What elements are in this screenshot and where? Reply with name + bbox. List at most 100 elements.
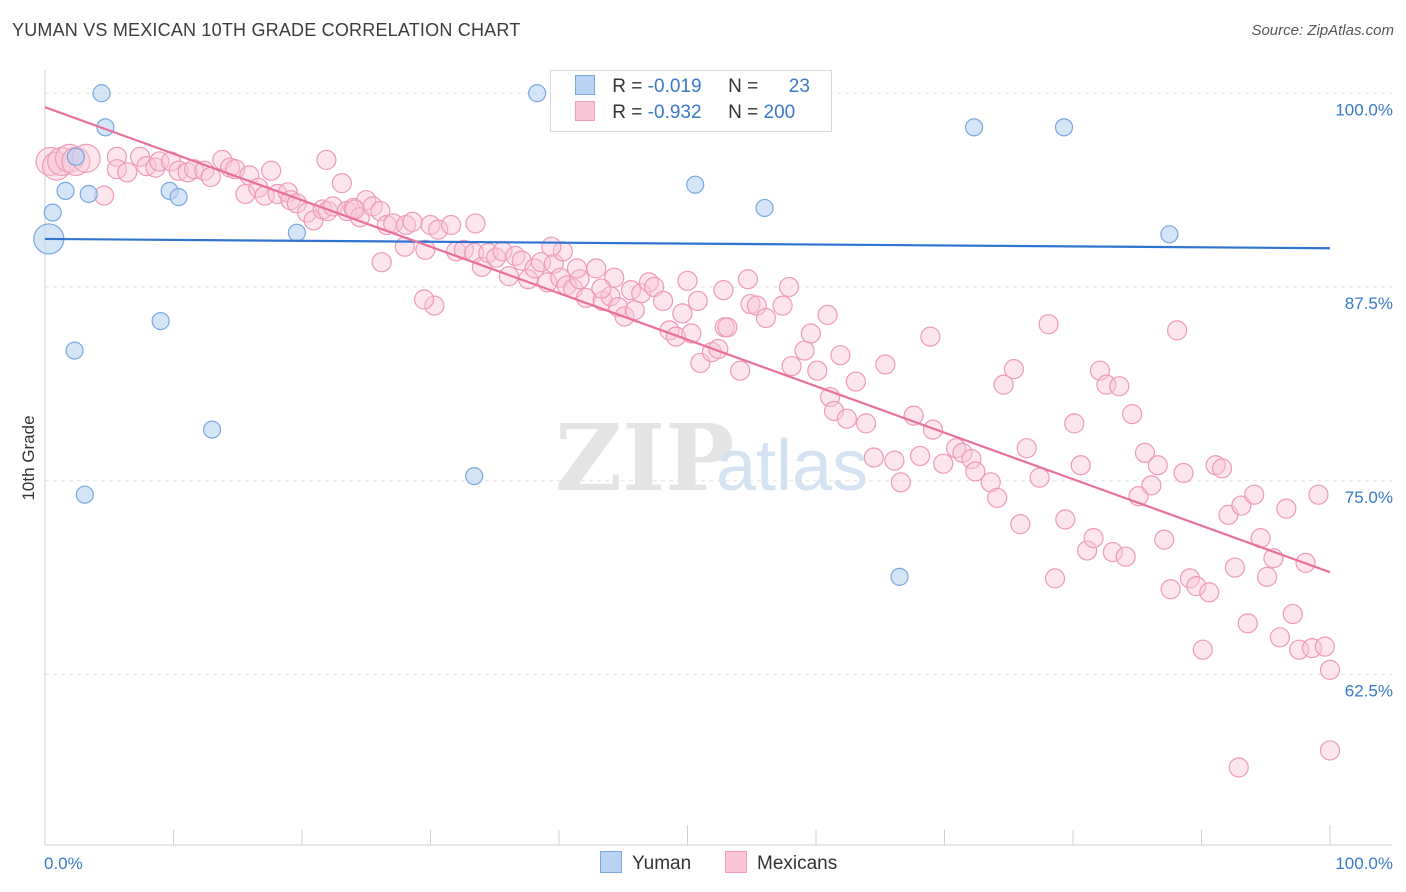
mexicans-point (965, 461, 986, 482)
mexicans-point (863, 447, 884, 468)
yuman-point (65, 341, 84, 360)
yuman-point (1054, 118, 1074, 137)
mexicans-point (856, 413, 877, 434)
mexicans-point (980, 472, 1001, 493)
x-tick-label: 0.0% (44, 854, 83, 873)
mexicans-point (672, 303, 693, 324)
mexicans-point (1308, 484, 1329, 505)
mexicans-point (823, 400, 845, 422)
mexicans-point (149, 151, 170, 172)
tick-labels: 100.0% 87.5% 75.0% 62.5% 0.0% 100.0% (44, 100, 1393, 873)
yuman-point (890, 567, 909, 586)
mexicans-point (1070, 455, 1091, 476)
mexicans-point (586, 258, 607, 279)
mexicans-point (875, 354, 896, 375)
mexicans-point (541, 236, 562, 257)
yuman-point (43, 203, 62, 222)
mexicans-point (1199, 582, 1220, 603)
n-label: N = (728, 76, 759, 97)
yuman-point (151, 312, 170, 331)
y-tick-label: 62.5% (1345, 682, 1393, 701)
yuman-point (56, 181, 75, 200)
mexicans-point (737, 269, 758, 290)
mexicans-point (1269, 627, 1290, 648)
yuman-point (964, 118, 984, 137)
mexicans-point (1319, 659, 1341, 680)
mexicans-point (624, 300, 645, 321)
mexicans-point (183, 159, 205, 180)
mexicans-point (316, 149, 337, 170)
mexicans-point (1115, 546, 1136, 567)
yuman-point (755, 198, 774, 218)
yuman-point (66, 147, 85, 166)
n-label: N = (728, 102, 759, 123)
mexicans-point (817, 304, 838, 325)
y-tick-label: 75.0% (1345, 488, 1393, 507)
r-value: -0.932 (647, 102, 702, 123)
mexicans-point (413, 289, 435, 310)
mexicans-points (35, 143, 1341, 778)
mexicans-point (1282, 603, 1303, 625)
mexicans-point (1224, 557, 1246, 578)
mexicans-point (830, 345, 851, 366)
yuman-point (528, 84, 547, 103)
mexicans-point (987, 487, 1008, 508)
mexicans-point (331, 173, 352, 194)
r-value: -0.019 (647, 76, 702, 97)
yuman-label: Yuman (632, 853, 692, 874)
mexicans-point (440, 214, 462, 236)
mexicans-point (1319, 740, 1341, 761)
y-axis-label: 10th Grade (19, 415, 38, 500)
legend-row-yuman: R = -0.019 N = 23 (575, 75, 810, 101)
mexicans-point (1147, 455, 1168, 476)
r-label: R = (612, 76, 643, 97)
yuman-point (465, 467, 484, 486)
mexicans-point (717, 317, 738, 338)
mexicans-point (575, 287, 597, 308)
mexicans-point (920, 326, 941, 347)
mexicans-point (371, 252, 392, 273)
mexicans-trend-line (44, 106, 1331, 574)
mexicans-point (1211, 458, 1233, 479)
mexicans-point (1244, 484, 1265, 505)
yuman-point (75, 485, 94, 504)
mexicans-point (1077, 540, 1098, 561)
yuman-swatch (600, 851, 622, 873)
mexicans-point (1016, 438, 1037, 459)
mexicans-point (1010, 514, 1031, 535)
y-tick-label: 87.5% (1345, 294, 1393, 313)
mexicans-point (778, 276, 800, 298)
mexicans-point (1237, 613, 1258, 634)
source-label: Source: ZipAtlas.com (1251, 22, 1394, 39)
mexicans-point (261, 160, 282, 181)
mexicans-point (1038, 314, 1059, 335)
svg-text:atlas: atlas (716, 426, 868, 506)
mexicans-point (1186, 576, 1207, 597)
mexicans-swatch (575, 101, 595, 121)
yuman-point (1160, 225, 1179, 244)
mexicans-point (402, 211, 423, 232)
trend-lines (44, 106, 1331, 574)
mexicans-point (740, 293, 761, 315)
mexicans-label: Mexicans (757, 853, 838, 874)
mexicans-point (1289, 639, 1310, 660)
correlation-legend: R = -0.019 N = 23 R = -0.932 N = 200 (550, 70, 832, 132)
mexicans-point (1083, 527, 1104, 549)
mexicans-point (890, 472, 911, 493)
chart-title: YUMAN VS MEXICAN 10TH GRADE CORRELATION … (12, 20, 521, 40)
mexicans-point (909, 445, 931, 467)
mexicans-point (1314, 636, 1335, 657)
yuman-point (287, 223, 306, 242)
mexicans-point (1166, 320, 1188, 341)
mexicans-point (145, 157, 166, 178)
mexicans-point (1102, 541, 1123, 563)
mexicans-point (652, 290, 674, 312)
mexicans-point (428, 219, 449, 240)
mexicans-point (1029, 467, 1050, 488)
mexicans-point (1301, 638, 1323, 659)
mexicans-swatch (725, 851, 747, 873)
mexicans-point (1173, 462, 1194, 484)
mexicans-point (807, 360, 828, 381)
mexicans-point (604, 267, 625, 288)
